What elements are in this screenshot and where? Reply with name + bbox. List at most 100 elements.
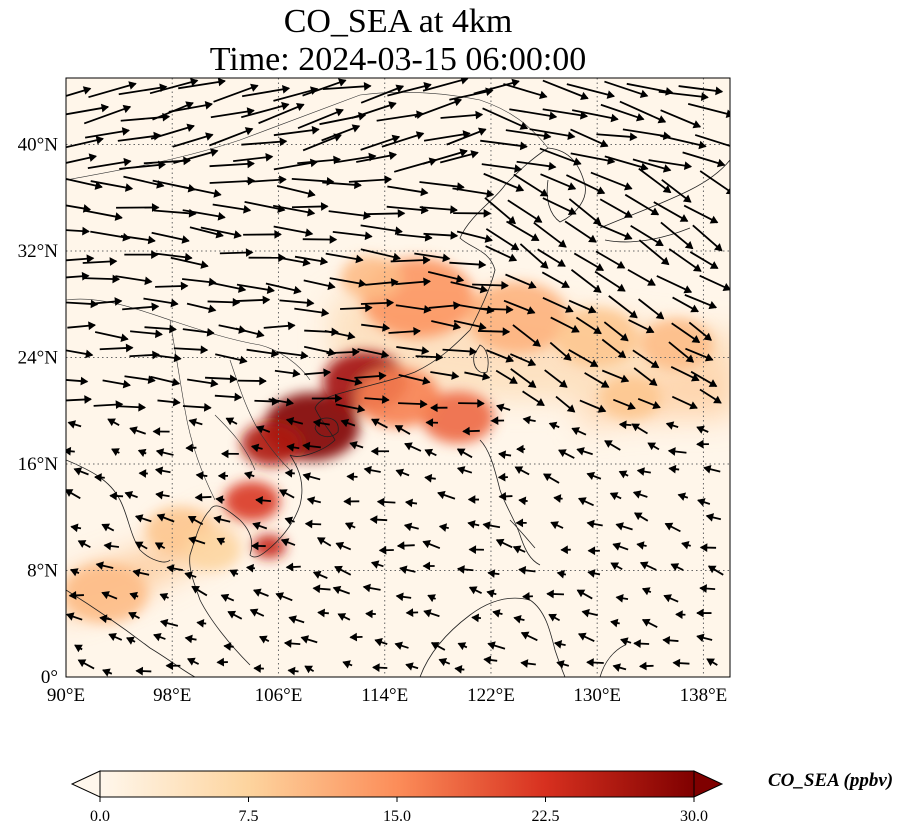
- colorbar-gradient: [100, 771, 694, 797]
- wind-arrow: [66, 349, 94, 359]
- wind-arrow: [419, 181, 465, 191]
- wind-arrow: [427, 594, 436, 603]
- wind-arrow: [155, 490, 170, 500]
- lon-tick-label: 98°E: [153, 685, 191, 706]
- wind-arrow: [550, 316, 580, 333]
- wind-arrow: [66, 135, 104, 149]
- wind-arrow: [216, 537, 226, 546]
- wind-arrow: [612, 663, 627, 672]
- wind-arrow: [300, 635, 318, 644]
- wind-arrow: [639, 561, 657, 571]
- wind-arrow: [346, 472, 358, 482]
- wind-arrow: [165, 661, 181, 671]
- wind-arrow: [452, 187, 495, 199]
- co-plume: [640, 318, 714, 371]
- wind-arrow: [403, 522, 419, 532]
- wind-arrow: [340, 303, 373, 313]
- wind-arrow: [390, 255, 431, 265]
- wind-arrow: [467, 495, 480, 504]
- wind-arrow: [553, 494, 563, 503]
- wind-arrow: [209, 159, 255, 169]
- wind-arrow: [597, 223, 633, 241]
- wind-arrow: [404, 498, 418, 508]
- wind-arrow: [82, 257, 118, 266]
- wind-arrow: [111, 448, 120, 457]
- wind-arrow: [322, 82, 372, 91]
- wind-arrow: [396, 346, 430, 355]
- wind-arrow: [68, 591, 84, 600]
- wind-arrow: [372, 663, 388, 673]
- wind-arrow: [170, 256, 209, 269]
- wind-arrow: [542, 108, 589, 120]
- wind-arrow: [696, 439, 709, 449]
- wind-arrow: [641, 587, 652, 596]
- wind-arrow: [219, 248, 254, 257]
- wind-arrow: [273, 225, 314, 237]
- wind-arrow: [326, 347, 360, 357]
- wind-arrow: [703, 464, 721, 474]
- wind-arrow: [515, 518, 527, 528]
- wind-arrow: [376, 497, 396, 507]
- wind-arrow: [212, 203, 252, 214]
- wind-arrow: [361, 323, 391, 332]
- wind-arrow: [497, 472, 508, 482]
- wind-arrow: [620, 637, 632, 646]
- wind-arrow: [543, 473, 560, 484]
- wind-arrow: [541, 271, 570, 289]
- wind-arrow: [268, 397, 294, 407]
- wind-arrow: [699, 543, 717, 552]
- lon-tick-label: 90°E: [47, 685, 85, 706]
- wind-arrow: [212, 282, 247, 293]
- wind-arrow: [608, 295, 638, 319]
- wind-arrow: [395, 304, 432, 314]
- wind-arrow: [596, 132, 638, 142]
- wind-arrow: [178, 78, 226, 90]
- colorbar-tick-label: 15.0: [383, 808, 411, 825]
- wind-arrow: [187, 657, 200, 666]
- wind-arrow: [423, 231, 459, 240]
- wind-arrow: [371, 418, 388, 429]
- wind-arrow: [134, 541, 148, 550]
- wind-arrow: [208, 127, 254, 147]
- wind-arrow: [118, 402, 146, 412]
- wind-arrow: [601, 338, 627, 359]
- wind-arrow: [490, 416, 505, 426]
- wind-arrow: [586, 658, 604, 667]
- wind-arrow: [90, 297, 123, 306]
- wind-arrow: [302, 441, 321, 451]
- wind-arrow: [122, 302, 160, 312]
- wind-arrow: [364, 209, 406, 218]
- wind-arrow: [312, 418, 330, 428]
- wind-arrow: [667, 447, 687, 456]
- wind-arrow: [638, 298, 665, 320]
- wind-arrow: [395, 592, 412, 602]
- wind-arrow: [415, 352, 444, 362]
- wind-arrow: [495, 369, 518, 385]
- wind-arrow: [236, 283, 275, 294]
- wind-arrow: [668, 464, 680, 474]
- wind-arrow: [233, 152, 274, 163]
- wind-arrow: [194, 492, 212, 502]
- wind-arrow: [135, 666, 152, 676]
- wind-arrow: [419, 205, 458, 214]
- wind-arrow: [425, 418, 438, 428]
- wind-arrow: [398, 373, 431, 385]
- wind-arrow: [74, 644, 83, 653]
- wind-arrow: [633, 512, 649, 522]
- wind-arrow: [456, 230, 493, 243]
- wind-arrow: [166, 564, 184, 573]
- wind-arrow: [272, 204, 316, 217]
- wind-arrow: [334, 565, 352, 576]
- wind-arrow: [632, 349, 660, 369]
- wind-arrow: [555, 395, 576, 413]
- wind-arrow: [130, 329, 163, 339]
- wind-arrow: [187, 515, 204, 526]
- wind-arrow: [586, 519, 603, 529]
- wind-arrow: [462, 426, 480, 436]
- wind-arrow: [697, 498, 711, 507]
- wind-arrow: [73, 467, 89, 476]
- wind-arrow: [357, 348, 390, 359]
- wind-arrow: [685, 347, 714, 362]
- wind-arrow: [682, 151, 726, 168]
- wind-arrow: [294, 255, 329, 266]
